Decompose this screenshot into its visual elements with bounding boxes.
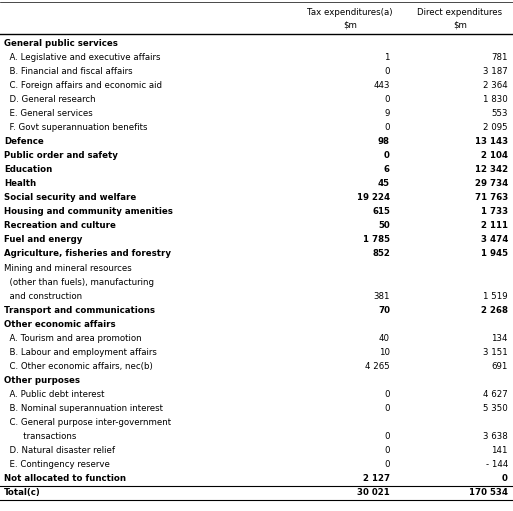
Text: Education: Education xyxy=(4,165,52,174)
Text: 3 638: 3 638 xyxy=(483,432,508,441)
Text: 3 151: 3 151 xyxy=(483,348,508,357)
Text: 6: 6 xyxy=(384,165,390,174)
Text: 2 095: 2 095 xyxy=(483,123,508,132)
Text: 0: 0 xyxy=(384,151,390,160)
Text: $m: $m xyxy=(343,20,357,29)
Text: 0: 0 xyxy=(385,404,390,413)
Text: 2 364: 2 364 xyxy=(483,81,508,90)
Text: C. Other economic affairs, nec(b): C. Other economic affairs, nec(b) xyxy=(4,362,153,371)
Text: 553: 553 xyxy=(491,109,508,118)
Text: Public order and safety: Public order and safety xyxy=(4,151,118,160)
Text: 443: 443 xyxy=(373,81,390,90)
Text: B. Financial and fiscal affairs: B. Financial and fiscal affairs xyxy=(4,66,133,76)
Text: 29 734: 29 734 xyxy=(475,179,508,188)
Text: 2 127: 2 127 xyxy=(363,474,390,483)
Text: Other economic affairs: Other economic affairs xyxy=(4,320,115,329)
Text: 4 265: 4 265 xyxy=(365,362,390,371)
Text: F. Govt superannuation benefits: F. Govt superannuation benefits xyxy=(4,123,148,132)
Text: and construction: and construction xyxy=(4,292,82,300)
Text: A. Public debt interest: A. Public debt interest xyxy=(4,390,105,399)
Text: 1 519: 1 519 xyxy=(483,292,508,300)
Text: 0: 0 xyxy=(385,66,390,76)
Text: 1 945: 1 945 xyxy=(481,249,508,259)
Text: 30 021: 30 021 xyxy=(357,489,390,498)
Text: Mining and mineral resources: Mining and mineral resources xyxy=(4,264,132,272)
Text: 40: 40 xyxy=(379,334,390,343)
Text: 3 474: 3 474 xyxy=(481,236,508,244)
Text: Direct expenditures: Direct expenditures xyxy=(418,8,503,17)
Text: 615: 615 xyxy=(372,207,390,216)
Text: 13 143: 13 143 xyxy=(475,137,508,146)
Text: 2 104: 2 104 xyxy=(481,151,508,160)
Text: 0: 0 xyxy=(385,460,390,469)
Text: 70: 70 xyxy=(378,306,390,315)
Text: A. Legislative and executive affairs: A. Legislative and executive affairs xyxy=(4,53,161,62)
Text: Tax expenditures(a): Tax expenditures(a) xyxy=(307,8,393,17)
Text: 1 785: 1 785 xyxy=(363,236,390,244)
Text: C. General purpose inter-government: C. General purpose inter-government xyxy=(4,418,171,427)
Text: 10: 10 xyxy=(379,348,390,357)
Text: 12 342: 12 342 xyxy=(475,165,508,174)
Text: D. Natural disaster relief: D. Natural disaster relief xyxy=(4,446,115,455)
Text: 170 534: 170 534 xyxy=(469,489,508,498)
Text: 0: 0 xyxy=(385,95,390,104)
Text: E. Contingency reserve: E. Contingency reserve xyxy=(4,460,110,469)
Text: Agriculture, fisheries and forestry: Agriculture, fisheries and forestry xyxy=(4,249,171,259)
Text: 2 268: 2 268 xyxy=(481,306,508,315)
Text: 50: 50 xyxy=(378,221,390,230)
Text: 5 350: 5 350 xyxy=(483,404,508,413)
Text: Not allocated to function: Not allocated to function xyxy=(4,474,126,483)
Text: 4 627: 4 627 xyxy=(483,390,508,399)
Text: 0: 0 xyxy=(385,432,390,441)
Text: A. Tourism and area promotion: A. Tourism and area promotion xyxy=(4,334,142,343)
Text: 691: 691 xyxy=(491,362,508,371)
Text: 0: 0 xyxy=(502,474,508,483)
Text: 1 830: 1 830 xyxy=(483,95,508,104)
Text: Fuel and energy: Fuel and energy xyxy=(4,236,83,244)
Text: transactions: transactions xyxy=(4,432,76,441)
Text: 141: 141 xyxy=(491,446,508,455)
Text: 3 187: 3 187 xyxy=(483,66,508,76)
Text: Recreation and culture: Recreation and culture xyxy=(4,221,116,230)
Text: 852: 852 xyxy=(372,249,390,259)
Text: B. Labour and employment affairs: B. Labour and employment affairs xyxy=(4,348,157,357)
Text: 1 733: 1 733 xyxy=(481,207,508,216)
Text: Housing and community amenities: Housing and community amenities xyxy=(4,207,173,216)
Text: 781: 781 xyxy=(491,53,508,62)
Text: B. Nominal superannuation interest: B. Nominal superannuation interest xyxy=(4,404,163,413)
Text: 0: 0 xyxy=(385,390,390,399)
Text: Transport and communications: Transport and communications xyxy=(4,306,155,315)
Text: General public services: General public services xyxy=(4,38,118,48)
Text: E. General services: E. General services xyxy=(4,109,93,118)
Text: - 144: - 144 xyxy=(486,460,508,469)
Text: 2 111: 2 111 xyxy=(481,221,508,230)
Text: Total(c): Total(c) xyxy=(4,489,41,498)
Text: 1: 1 xyxy=(385,53,390,62)
Text: 9: 9 xyxy=(385,109,390,118)
Text: D. General research: D. General research xyxy=(4,95,95,104)
Text: Defence: Defence xyxy=(4,137,44,146)
Text: C. Foreign affairs and economic aid: C. Foreign affairs and economic aid xyxy=(4,81,162,90)
Text: Other purposes: Other purposes xyxy=(4,376,80,385)
Text: 71 763: 71 763 xyxy=(475,193,508,202)
Text: Health: Health xyxy=(4,179,36,188)
Text: 134: 134 xyxy=(491,334,508,343)
Text: 98: 98 xyxy=(378,137,390,146)
Text: 45: 45 xyxy=(378,179,390,188)
Text: 0: 0 xyxy=(385,123,390,132)
Text: (other than fuels), manufacturing: (other than fuels), manufacturing xyxy=(4,277,154,287)
Text: 381: 381 xyxy=(373,292,390,300)
Text: 19 224: 19 224 xyxy=(357,193,390,202)
Text: Social security and welfare: Social security and welfare xyxy=(4,193,136,202)
Text: 0: 0 xyxy=(385,446,390,455)
Text: $m: $m xyxy=(453,20,467,29)
